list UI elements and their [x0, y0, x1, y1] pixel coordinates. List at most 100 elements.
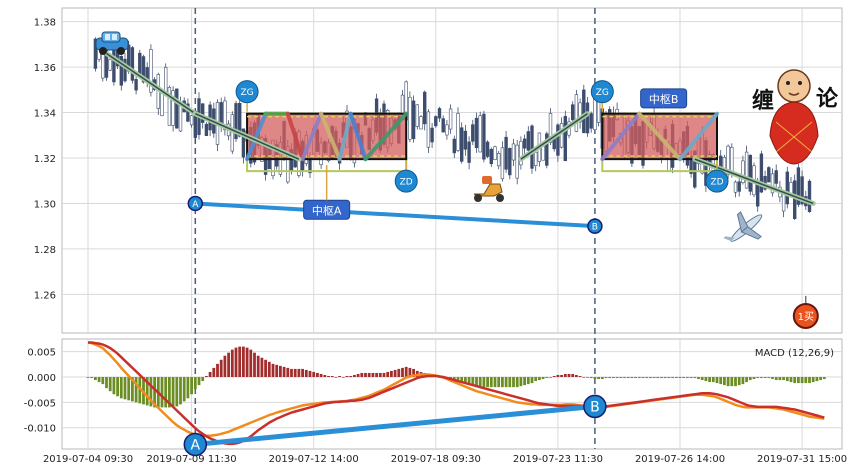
macd-histogram-bar: [90, 377, 94, 379]
macd-histogram-bar: [286, 367, 290, 378]
macd-histogram-bar: [334, 377, 338, 378]
candle-body: [493, 146, 497, 160]
price-y-tick-label: 1.38: [34, 18, 56, 29]
macd-histogram-bar: [242, 346, 245, 378]
macd-histogram-bar: [567, 373, 571, 378]
zhongshu-stroke: [637, 111, 682, 162]
macd-histogram-bar: [264, 359, 267, 378]
macd-histogram-bar: [131, 377, 134, 402]
macd-histogram-bar: [227, 352, 230, 378]
center-label-text: 中枢B: [649, 92, 679, 106]
macd-histogram-bar: [641, 377, 645, 379]
macd-histogram-bar: [153, 377, 156, 408]
candle-body: [556, 124, 560, 156]
macd-histogram-bar: [508, 377, 512, 388]
zhongshu-box: [246, 112, 408, 161]
macd-histogram-bar: [304, 369, 308, 378]
macd-histogram-bar: [127, 377, 131, 401]
candle-body: [796, 167, 801, 205]
buy-marker: 1买: [792, 295, 819, 329]
candle-body: [508, 147, 512, 176]
macd-dea-line: [88, 341, 825, 446]
macd-histogram-bar: [97, 377, 101, 383]
price-y-tick-label: 1.26: [34, 290, 56, 301]
macd-histogram-bar: [345, 376, 349, 378]
zd-badge-label: ZD: [400, 178, 413, 188]
zd-badge: [705, 169, 729, 193]
price-y-tick-label: 1.30: [34, 199, 56, 210]
macd-histogram-bar: [371, 372, 375, 378]
macd-histogram-bar: [179, 377, 182, 405]
candle-body: [223, 100, 227, 131]
macd-histogram-bar: [545, 377, 549, 379]
candle-body: [189, 115, 194, 126]
macd-histogram-bar: [497, 377, 501, 388]
candle-body: [500, 147, 505, 180]
macd-histogram-bar: [256, 355, 260, 378]
macd-histogram-bar: [245, 347, 249, 378]
trend-stroke: [106, 52, 196, 115]
macd-histogram-bar: [378, 372, 382, 378]
candle-body: [441, 118, 445, 133]
macd-histogram-bar: [534, 377, 538, 382]
macd-histogram-bar: [778, 377, 782, 381]
macd-histogram-bar: [626, 377, 630, 379]
macd-histogram-bar: [253, 352, 256, 378]
macd-y-tick-label: 0.005: [27, 348, 56, 359]
macd-histogram-bar: [260, 357, 264, 378]
car-icon: [95, 31, 129, 55]
macd-histogram-bar: [730, 377, 734, 387]
candle-body: [548, 113, 553, 143]
macd-ab-line: AB: [183, 394, 607, 457]
candle-body: [519, 141, 523, 166]
macd-histogram-bar: [168, 377, 171, 408]
candle-body: [774, 170, 778, 184]
macd-histogram-bar: [774, 377, 778, 381]
macd-histogram-bar: [741, 377, 745, 385]
macd-histogram-bar: [267, 361, 271, 378]
macd-histogram-bar: [808, 377, 811, 384]
macd-histogram-bar: [586, 377, 589, 378]
center-label-text: 中枢A: [312, 203, 342, 217]
candle-body: [578, 102, 582, 123]
macd-histogram-bar: [671, 377, 674, 379]
macd-histogram-bar: [612, 377, 615, 379]
zg-badge: [235, 80, 259, 104]
macd-histogram-bar: [815, 377, 819, 382]
macd-histogram-bar: [530, 377, 534, 384]
macd-histogram-bar: [323, 374, 327, 378]
candle-body: [167, 87, 172, 126]
candle-body: [452, 138, 456, 154]
zg-badge-label: ZG: [241, 88, 254, 98]
macd-histogram-bar: [408, 367, 412, 378]
candle-body: [175, 88, 179, 129]
macd-histogram-bar: [697, 377, 700, 380]
buy-marker-badge: [792, 302, 819, 329]
macd-histogram-bar: [360, 372, 364, 378]
candle-body: [93, 38, 98, 69]
candle-body: [571, 104, 575, 121]
macd-histogram-bar: [719, 377, 723, 385]
macd-histogram-bar: [504, 377, 508, 388]
candle-body: [463, 130, 468, 150]
candle-body: [238, 102, 242, 137]
macd-histogram-bar: [486, 377, 489, 388]
macd-ab-label: B: [590, 399, 600, 415]
macd-histogram-bar: [571, 373, 575, 378]
macd-histogram-bar: [279, 365, 282, 378]
macd-histogram-bar: [512, 377, 515, 388]
macd-histogram-bar: [293, 368, 297, 378]
candle-body: [770, 173, 775, 194]
macd-y-tick-label: -0.005: [24, 398, 56, 409]
macd-histogram-bar: [149, 377, 153, 407]
candle-body: [497, 153, 501, 167]
macd-histogram-bar: [752, 377, 756, 380]
candle-body: [534, 151, 538, 167]
macd-histogram-bar: [560, 374, 563, 378]
candle-body: [134, 78, 138, 91]
trend-stroke: [694, 158, 814, 205]
macd-y-tick-label: 0.000: [27, 373, 56, 384]
macd-histogram-bar: [797, 377, 800, 384]
macd-histogram-bar: [660, 377, 663, 379]
